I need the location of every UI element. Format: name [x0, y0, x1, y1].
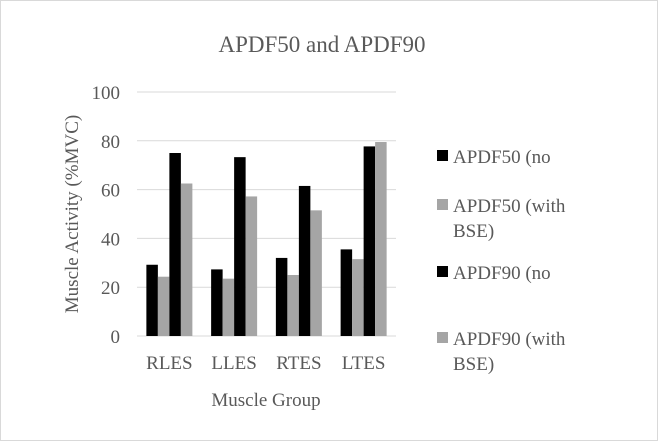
bar-rtes-series-3	[298, 185, 311, 336]
x-tick-label: RLES	[146, 353, 192, 374]
x-tick-label: LTES	[342, 353, 386, 374]
bar-rtes-series-4	[310, 210, 322, 336]
bars	[146, 142, 387, 336]
chart-title: APDF50 and APDF90	[218, 32, 425, 57]
legend-label-2: APDF50 (with	[453, 196, 566, 217]
x-axis-ticks: RLES LLES RTES LTES	[146, 353, 385, 374]
x-tick-label: RTES	[276, 353, 321, 374]
x-tick-label: LLES	[211, 353, 256, 374]
y-tick-label: 80	[101, 132, 120, 153]
bar-rles-series-4	[180, 183, 193, 336]
bar-lles-series-3	[234, 157, 246, 336]
y-tick-label: 60	[101, 181, 120, 202]
bar-rles-series-1	[146, 264, 158, 336]
y-tick-label: 40	[101, 229, 120, 250]
y-tick-label: 0	[111, 327, 121, 348]
y-axis-ticks: 0 20 40 60 80 100	[92, 83, 121, 348]
bar-lles-series-1	[211, 269, 223, 336]
legend-swatch-4	[437, 332, 448, 343]
legend-label-4: APDF90 (with	[453, 329, 566, 350]
legend-swatch-2	[437, 199, 448, 210]
bar-ltes-series-2	[352, 259, 364, 336]
bar-ltes-series-4	[375, 142, 387, 336]
bar-rtes-series-1	[275, 257, 288, 336]
bar-rtes-series-2	[287, 275, 299, 336]
bar-lles-series-2	[222, 278, 235, 336]
y-tick-label: 20	[101, 278, 120, 299]
legend: APDF50 (no APDF50 (with BSE) APDF90 (no APDF…	[437, 147, 566, 375]
legend-label-4: BSE)	[453, 354, 494, 375]
legend-swatch-1	[437, 150, 448, 161]
bar-lles-series-4	[245, 196, 258, 336]
bar-rles-series-2	[157, 276, 170, 336]
legend-label-2: BSE)	[453, 221, 494, 242]
y-axis-title: Muscle Activity (%MVC)	[62, 115, 83, 313]
bar-ltes-series-3	[363, 146, 376, 336]
legend-label-1: APDF50 (no	[453, 147, 551, 168]
y-tick-label: 100	[92, 83, 121, 104]
bar-rles-series-3	[169, 153, 181, 336]
legend-label-3: APDF90 (no	[453, 263, 551, 284]
legend-swatch-3	[437, 266, 448, 277]
x-axis-title: Muscle Group	[211, 390, 320, 411]
bar-ltes-series-1	[340, 249, 353, 336]
